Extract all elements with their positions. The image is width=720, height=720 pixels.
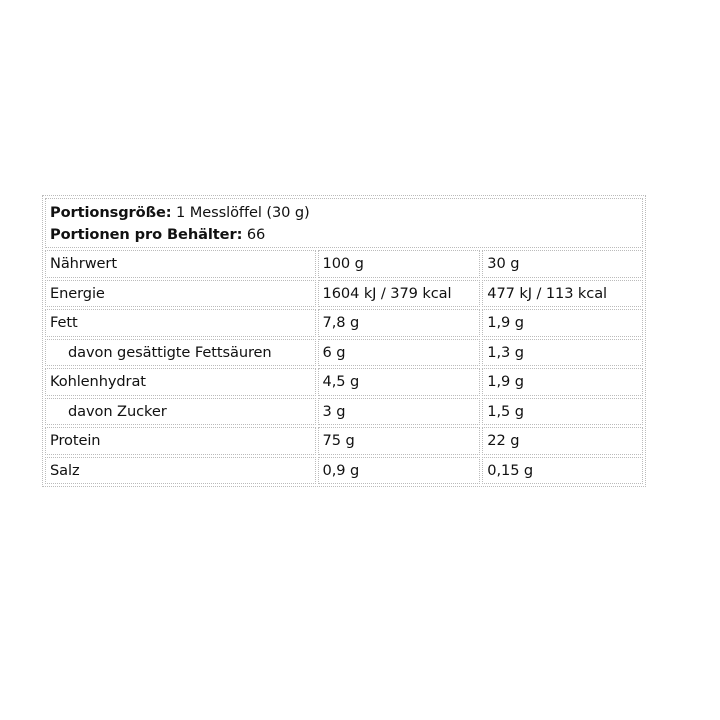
servings-value: 66 — [246, 226, 266, 243]
table-row: Energie 1604 kJ / 379 kcal 477 kJ / 113 kc… — [45, 279, 643, 307]
column-header: Nährwert — [45, 250, 316, 278]
value-per-100g: 3 g — [317, 397, 481, 425]
table-row: Fett 7,8 g 1,9 g — [45, 309, 643, 337]
nutrient-name: davon Zucker — [45, 397, 316, 425]
value-per-serving: 1,5 g — [482, 397, 643, 425]
serving-size: Portionsgröße: 1 Messlöffel (30 g) — [50, 202, 638, 224]
nutrient-name: Fett — [45, 309, 316, 337]
nutrient-name: Energie — [45, 279, 316, 307]
servings-label: Portionen pro Behälter: — [50, 226, 243, 243]
value-per-serving: 1,3 g — [482, 338, 643, 366]
serving-info: Portionsgröße: 1 Messlöffel (30 g) Porti… — [45, 198, 643, 248]
serving-info-row: Portionsgröße: 1 Messlöffel (30 g) Porti… — [45, 198, 643, 248]
nutrient-name: Kohlenhydrat — [45, 368, 316, 396]
value-per-serving: 1,9 g — [482, 309, 643, 337]
serving-size-label: Portionsgröße: — [50, 204, 172, 221]
table-row: davon gesättigte Fettsäuren 6 g 1,3 g — [45, 338, 643, 366]
column-header-row: Nährwert 100 g 30 g — [45, 250, 643, 278]
table-row: Salz 0,9 g 0,15 g — [45, 456, 643, 484]
value-per-serving: 1,9 g — [482, 368, 643, 396]
table-row: davon Zucker 3 g 1,5 g — [45, 397, 643, 425]
table-row: Kohlenhydrat 4,5 g 1,9 g — [45, 368, 643, 396]
nutrition-table: Portionsgröße: 1 Messlöffel (30 g) Porti… — [42, 195, 646, 487]
servings-per-container: Portionen pro Behälter: 66 — [50, 224, 638, 246]
value-per-100g: 6 g — [317, 338, 481, 366]
table-row: Protein 75 g 22 g — [45, 427, 643, 455]
value-per-100g: 7,8 g — [317, 309, 481, 337]
value-per-serving: 0,15 g — [482, 456, 643, 484]
value-per-100g: 75 g — [317, 427, 481, 455]
nutrient-name: Salz — [45, 456, 316, 484]
nutrient-name: davon gesättigte Fettsäuren — [45, 338, 316, 366]
value-per-100g: 1604 kJ / 379 kcal — [317, 279, 481, 307]
value-per-serving: 477 kJ / 113 kcal — [482, 279, 643, 307]
nutrient-name: Protein — [45, 427, 316, 455]
column-header: 100 g — [317, 250, 481, 278]
value-per-serving: 22 g — [482, 427, 643, 455]
value-per-100g: 0,9 g — [317, 456, 481, 484]
serving-size-value: 1 Messlöffel (30 g) — [176, 204, 310, 221]
value-per-100g: 4,5 g — [317, 368, 481, 396]
column-header: 30 g — [482, 250, 643, 278]
